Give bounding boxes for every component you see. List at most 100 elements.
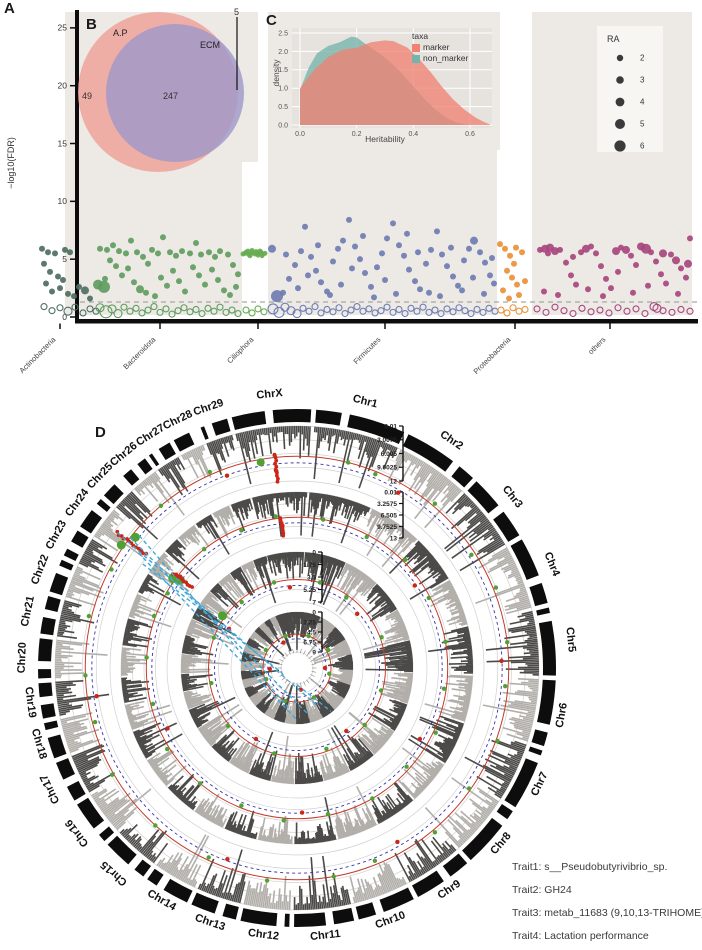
snp-point-filled [459,287,465,294]
track-bars [264,618,281,643]
snp-point-filled [439,251,445,258]
snp-streak-dot [276,476,280,481]
ideogram-band [42,608,58,620]
snp-point-open [551,303,559,311]
significant-snp-dot [395,839,400,845]
snp-point-filled [352,243,358,250]
chromosome-ideogram [43,720,67,759]
center-scale-tick [311,663,317,665]
significant-snp-dot [322,665,328,671]
snp-point-filled [502,245,508,252]
center-scale-tick [310,659,315,662]
ideogram-band [203,422,217,439]
snp-point-filled [675,290,681,297]
snp-point-filled [128,237,134,244]
snp-point-filled [173,252,179,259]
venn-count-a-only: 49 [82,91,93,101]
track-axis-label: 9.0025 [377,465,397,472]
track-bars [133,722,183,759]
snp-point-open [479,308,487,316]
track-axis-label: 5.25 [303,587,316,594]
chromosome-label: Chr3 [500,483,525,510]
track-bars [320,627,346,650]
significant-snp-dot [110,772,115,777]
snp-streak-dot [275,479,280,484]
track-bars [71,744,115,793]
panel-c-y-tick: 1.0 [278,86,288,93]
ideogram-band [114,478,130,494]
snp-point-filled [55,273,61,280]
panel-c-label: C [266,12,277,29]
snp-point-open [311,303,319,311]
track-bars [388,540,449,600]
track-bars [229,741,259,774]
snp-point-filled [71,293,77,300]
snp-point-open [632,305,640,313]
chromosome-ideogram [411,853,468,897]
snp-point-open [461,307,469,315]
track-bars [149,552,190,592]
snp-point-open [248,309,256,317]
snp-point-filled [268,244,276,253]
track-bars [429,580,468,626]
track-bars [349,861,407,904]
panel-c-y-tick: 0.0 [278,122,288,129]
significant-snp-dot [267,666,272,672]
significant-snp-dot [299,810,305,815]
chromosome-ideogram [240,908,290,927]
snp-point-open [587,308,595,316]
track-bars [252,491,308,537]
significant-snp-dot [283,633,288,639]
significant-snp-dot [92,719,98,725]
panel-c-x-tick: 0.4 [408,131,418,138]
chromosome-label: Chr4 [541,550,562,579]
significant-snp-dot [426,595,431,601]
chromosome-label: Chr28 [161,408,194,432]
track-axis-label: 6.75 [303,639,316,646]
center-scale-tick [292,682,294,688]
track-bars [300,612,321,639]
panel-a-y-axis-title: −log10(FDR) [6,137,16,189]
chromosome-ideogram [148,442,176,467]
snp-point-open [79,309,87,317]
snp-point-open [162,305,170,313]
significant-snp-dot [432,830,438,835]
snp-point-filled [379,250,385,257]
snp-point-filled [382,276,388,283]
significant-snp-dot [503,684,508,689]
snp-point-filled [578,249,584,256]
snp-point-open [407,304,415,312]
track-bars [198,704,243,747]
snp-point-filled [160,234,166,241]
snp-point-open [455,304,463,312]
center-scale-tick [281,677,286,681]
significant-snp-dot [224,473,230,478]
significant-snp-dot [404,764,409,769]
snp-point-filled [227,292,233,299]
track-bars [138,574,182,606]
panel-c-y-tick: 0.5 [278,104,288,111]
snp-point-filled [482,259,488,266]
significant-snp-dot [206,855,211,860]
snp-point-filled [233,283,239,290]
snp-point-open [273,306,285,318]
track-axis-label: 3.2575 [377,501,397,508]
track-axis-label: 12 [390,478,398,485]
center-scale-tick [300,682,302,688]
snp-point-filled [513,244,519,251]
snp-point-filled [143,289,149,296]
snp-point-filled [225,251,231,258]
snp-point-filled [415,249,421,256]
significant-snp-dot [153,823,158,828]
venn-set-b-label: ECM [200,40,220,50]
ra-size-dot [616,54,624,62]
snp-point-filled [202,281,208,288]
track-bars [241,560,260,591]
snp-point-filled [659,249,667,258]
panel-a-y-tick: 20 [58,81,68,91]
chromosome-ideogram [294,907,355,927]
significant-snp-dot [197,781,203,786]
center-scale-tick [303,650,306,655]
chromosome-ideogram [510,539,548,607]
snp-point-filled [187,250,193,257]
